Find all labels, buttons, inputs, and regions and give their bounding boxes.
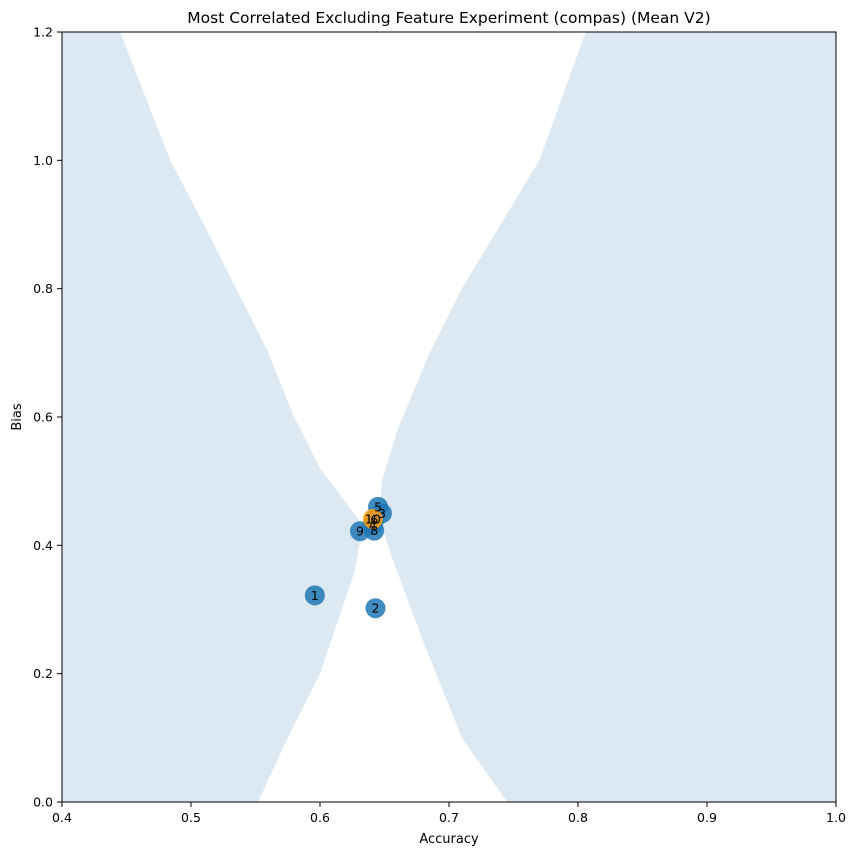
x-tick-label: 0.9 [697, 810, 717, 825]
data-point-label-4: 4 [369, 517, 377, 532]
y-axis-ticks: 0.0 0.2 0.4 0.6 0.8 1.0 1.2 [33, 25, 62, 810]
y-tick-label: 0.2 [33, 666, 53, 681]
data-point-label-6: 6 [370, 512, 378, 527]
x-axis-ticks: 0.4 0.5 0.6 0.7 0.8 0.9 1.0 [52, 802, 846, 825]
data-point-label-1: 1 [311, 588, 319, 603]
data-point-label-5: 5 [374, 499, 382, 514]
x-tick-label: 0.8 [568, 810, 588, 825]
shaded-region [62, 32, 836, 802]
y-tick-label: 0.0 [33, 795, 53, 810]
y-axis-label: Bias [10, 403, 25, 430]
data-point-2 [365, 598, 386, 619]
data-point-label-9: 9 [356, 524, 364, 539]
y-tick-label: 0.8 [33, 281, 53, 296]
data-point-1 [304, 585, 325, 606]
y-tick-label: 0.4 [33, 538, 53, 553]
x-tick-label: 1.0 [826, 810, 846, 825]
chart-title: Most Correlated Excluding Feature Experi… [187, 9, 710, 27]
shaded-region-left [62, 32, 362, 802]
x-tick-label: 0.7 [439, 810, 459, 825]
x-tick-label: 0.5 [181, 810, 201, 825]
y-tick-label: 0.6 [33, 410, 53, 425]
x-axis-label: Accuracy [419, 832, 479, 847]
data-point-10 [362, 509, 383, 530]
shaded-region-right [379, 32, 836, 802]
data-point-label-10: 10 [365, 512, 381, 527]
y-tick-label: 1.2 [33, 25, 53, 40]
x-tick-label: 0.6 [310, 810, 330, 825]
y-tick-label: 1.0 [33, 153, 53, 168]
x-tick-label: 0.4 [52, 810, 72, 825]
data-point-label-8: 8 [370, 523, 378, 538]
data-point-label-3: 3 [378, 506, 386, 521]
data-point-label-2: 2 [371, 601, 379, 616]
